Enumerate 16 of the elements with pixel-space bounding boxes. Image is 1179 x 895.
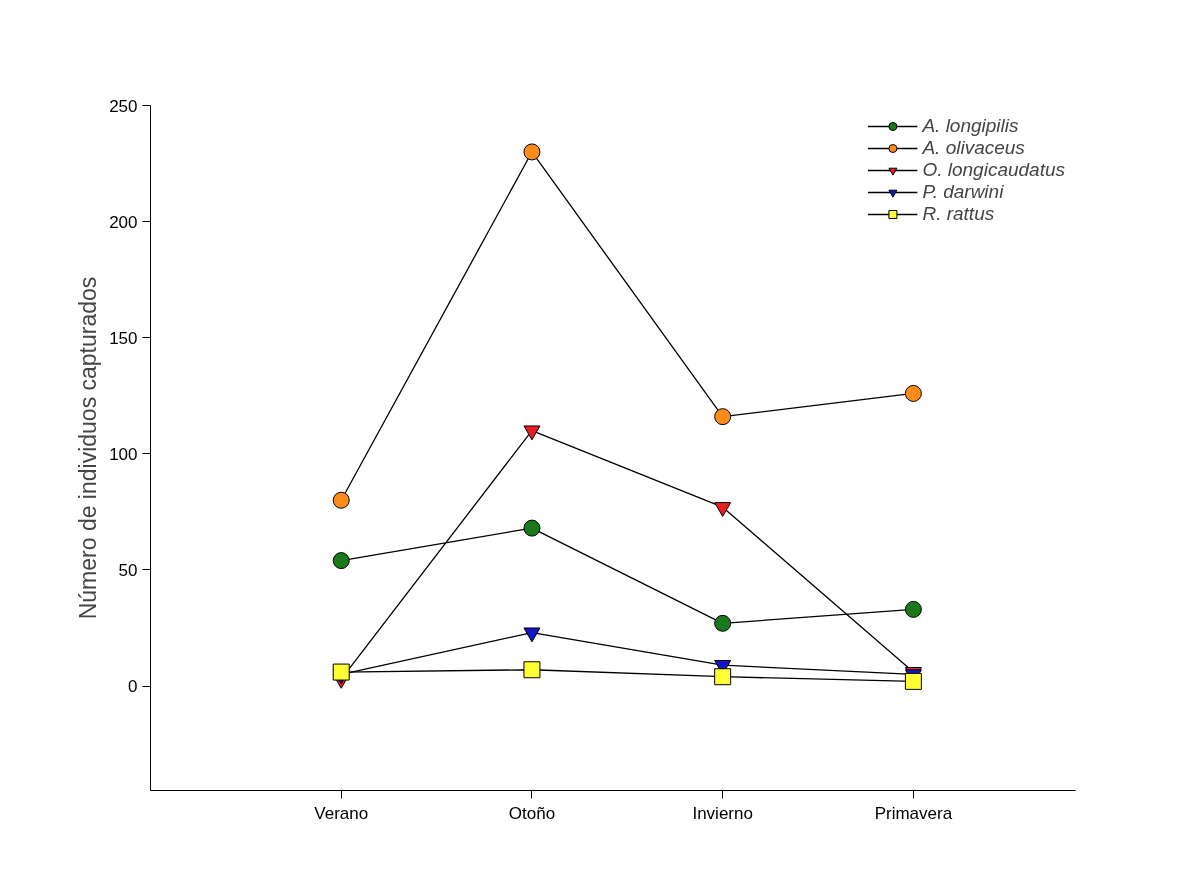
x-tick-label: Primavera [874,803,953,823]
y-tick-label: 0 [128,677,138,697]
y-axis-title: Número de individuos capturados [75,276,102,620]
legend-label: O. longicaudatus [922,159,1065,181]
legend-label: P. darwini [922,181,1004,203]
y-tick-label: 150 [109,328,138,348]
y-tick-label: 200 [109,212,138,232]
legend-label: A. olivaceus [922,137,1025,159]
x-tick-label: Otoño [508,803,556,823]
legend-label: A. longipilis [922,115,1019,137]
y-tick-label: 250 [109,96,138,116]
y-tick-label: 100 [109,444,138,464]
x-tick-label: Invierno [692,803,753,823]
legend-label: R. rattus [922,203,995,225]
x-tick-label: Verano [314,803,369,823]
y-tick-label: 50 [118,560,138,580]
